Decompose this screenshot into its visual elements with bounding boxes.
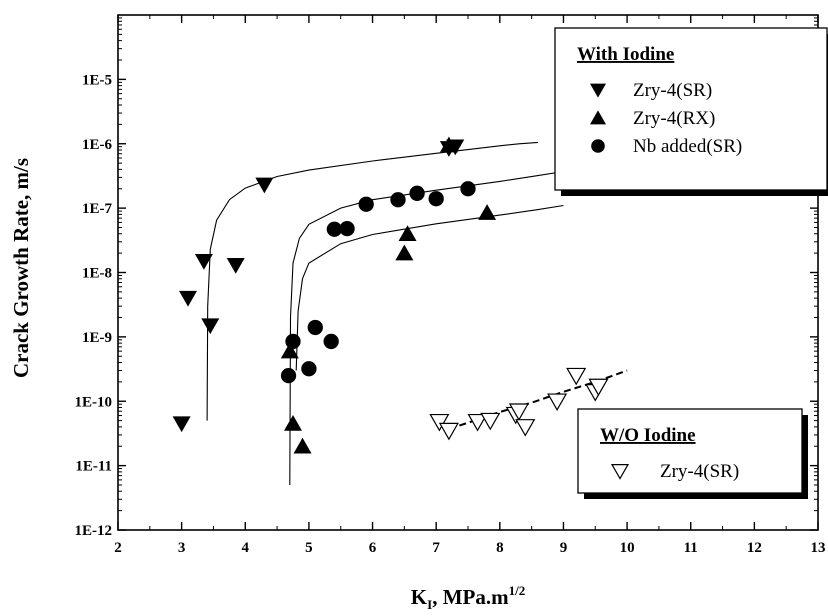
x-tick-label: 7 — [432, 540, 440, 556]
data-point — [280, 367, 297, 384]
y-axis-label: Crack Growth Rate, m/s — [9, 158, 33, 378]
x-tick-label: 8 — [496, 540, 504, 556]
legend-label: Nb added(SR) — [633, 136, 742, 157]
data-point — [339, 220, 355, 237]
data-point — [307, 319, 323, 336]
fit-curve — [289, 170, 564, 486]
legend-with-iodine: With Iodine Zry-4(SR) Zry-4(RX) Nb added(SR… — [554, 27, 828, 196]
data-point — [226, 257, 245, 274]
data-point — [439, 136, 458, 153]
data-point — [478, 204, 497, 220]
data-point — [284, 415, 302, 431]
data-point — [480, 412, 501, 431]
legend-marker — [590, 83, 606, 98]
x-tick-label: 10 — [620, 540, 635, 556]
x-tick-label: 11 — [684, 540, 698, 556]
data-point — [588, 378, 609, 397]
legend-box — [577, 408, 803, 494]
data-point — [293, 437, 312, 454]
x-tick-label: 9 — [560, 540, 568, 556]
y-tick-label: 1E-6 — [82, 137, 113, 153]
x-tick-label: 4 — [242, 540, 250, 556]
legend-marker — [591, 139, 605, 153]
data-point — [438, 422, 459, 441]
data-point — [395, 244, 414, 261]
x-tick-label: 5 — [305, 540, 313, 556]
data-point — [547, 393, 568, 412]
y-tick-label: 1E-10 — [75, 394, 113, 410]
data-point — [280, 342, 299, 359]
legend-label: Zry-4(RX) — [633, 108, 715, 129]
legend-marker — [590, 110, 606, 125]
legend-label: Zry-4(SR) — [660, 461, 739, 482]
data-point — [201, 318, 220, 335]
y-tick-label: 1E-8 — [82, 266, 112, 282]
x-tick-label: 2 — [114, 540, 122, 556]
data-point — [255, 177, 274, 194]
data-point — [326, 221, 343, 237]
data-point — [409, 185, 425, 201]
y-tick-label: 1E-7 — [82, 201, 113, 217]
legend-box — [554, 27, 828, 191]
data-point — [508, 403, 529, 421]
data-point — [301, 361, 317, 377]
legend-marker — [610, 464, 630, 480]
x-axis-label: KI, MPa.m1/2 — [411, 583, 525, 612]
data-point — [398, 225, 417, 241]
fit-curve — [295, 204, 564, 371]
data-point — [428, 191, 444, 207]
legends: With Iodine Zry-4(SR) Zry-4(RX) Nb added(SR… — [554, 27, 828, 499]
data-point — [566, 367, 587, 386]
data-point — [429, 413, 450, 432]
y-tick-label: 1E-12 — [75, 523, 113, 539]
data-point — [323, 333, 339, 350]
legend-title: W/O Iodine — [600, 425, 696, 446]
x-tick-label: 3 — [178, 540, 186, 556]
data-point — [515, 419, 536, 437]
data-point — [285, 333, 301, 350]
plot-area: 2 3 4 5 6 7 8 9 10 11 12 13 1E-12 1E-11 1E-10 1E-9 1E-8 1… — [75, 14, 826, 556]
fit-curve — [206, 141, 539, 421]
y-tick-label: 1E-5 — [82, 72, 112, 88]
legend-label: Zry-4(SR) — [633, 80, 712, 101]
x-tick-label: 12 — [747, 540, 762, 556]
data-point — [358, 196, 374, 212]
legend-without-iodine: W/O Iodine Zry-4(SR) — [577, 408, 808, 499]
data-point — [390, 192, 406, 208]
y-tick-label: 1E-9 — [82, 330, 112, 346]
legend-title: With Iodine — [577, 44, 674, 65]
data-point — [467, 413, 488, 432]
y-tick-label: 1E-11 — [75, 459, 112, 475]
x-tick-label: 6 — [369, 540, 377, 556]
data-point — [460, 181, 476, 197]
data-point — [194, 253, 213, 270]
data-point — [179, 290, 197, 307]
data-point — [172, 416, 191, 433]
x-tick-label: 13 — [811, 540, 826, 556]
